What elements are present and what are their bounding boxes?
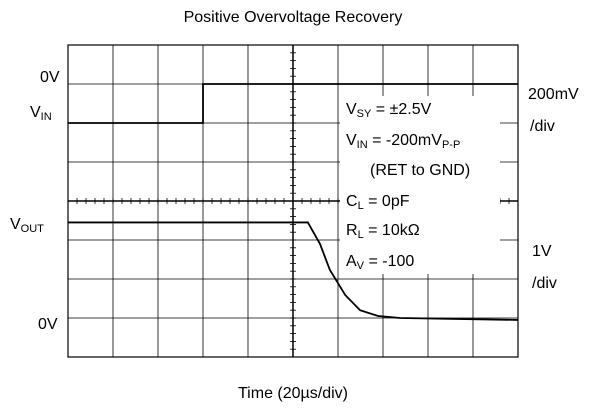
annotation-part: (RET to GND) (370, 162, 470, 179)
annotation-part: = -200mV (368, 132, 443, 149)
chart-title: Positive Overvoltage Recovery (184, 9, 403, 26)
annotation-part: SY (357, 108, 372, 120)
trace-label-part: V (30, 104, 41, 121)
trace-label-part: IN (41, 111, 52, 123)
annotation-part: L (358, 229, 364, 241)
annotation: VIN = -200mVP-P (346, 132, 460, 151)
scale-label: /div (532, 275, 557, 292)
annotation: (RET to GND) (370, 162, 470, 179)
annotation-part: = -100 (364, 253, 414, 270)
annotation: VSY = ±2.5V (346, 101, 432, 120)
annotation-part: IN (357, 139, 368, 151)
annotation: RL = 10kΩ (346, 222, 420, 241)
annotation-part: = ±2.5V (371, 101, 431, 118)
scale-label: /div (530, 118, 555, 135)
annotation: CL = 0pF (346, 193, 410, 212)
annotation-part: L (358, 200, 364, 212)
scale-label: 1V (532, 243, 552, 260)
annotation-background (340, 96, 500, 274)
annotation-part: R (346, 222, 358, 239)
annotation-part: A (346, 253, 357, 270)
x-axis-label: Time (20µs/div) (238, 385, 348, 402)
trace-label-part: V (10, 216, 21, 233)
annotation-part: P-P (442, 139, 460, 151)
annotation: AV = -100 (346, 253, 414, 272)
trace (68, 83, 518, 124)
annotation-part: V (357, 260, 365, 272)
scale-label: 200mV (528, 86, 579, 103)
trace-label: 0V (40, 69, 60, 86)
trace-label-part: 0V (38, 316, 58, 333)
trace-label: VIN (30, 104, 52, 123)
annotation-part: V (346, 101, 357, 118)
annotation-part: C (346, 193, 358, 210)
plot-frame (67, 44, 519, 358)
trace-label-part: OUT (21, 223, 45, 235)
trace (68, 221, 519, 321)
annotation-part: V (346, 132, 357, 149)
trace-label: 0V (38, 316, 58, 333)
annotation-part: = 10kΩ (364, 222, 420, 239)
trace-label: VOUT (10, 216, 44, 235)
annotation-part: = 0pF (364, 193, 410, 210)
trace-label-part: 0V (40, 69, 60, 86)
